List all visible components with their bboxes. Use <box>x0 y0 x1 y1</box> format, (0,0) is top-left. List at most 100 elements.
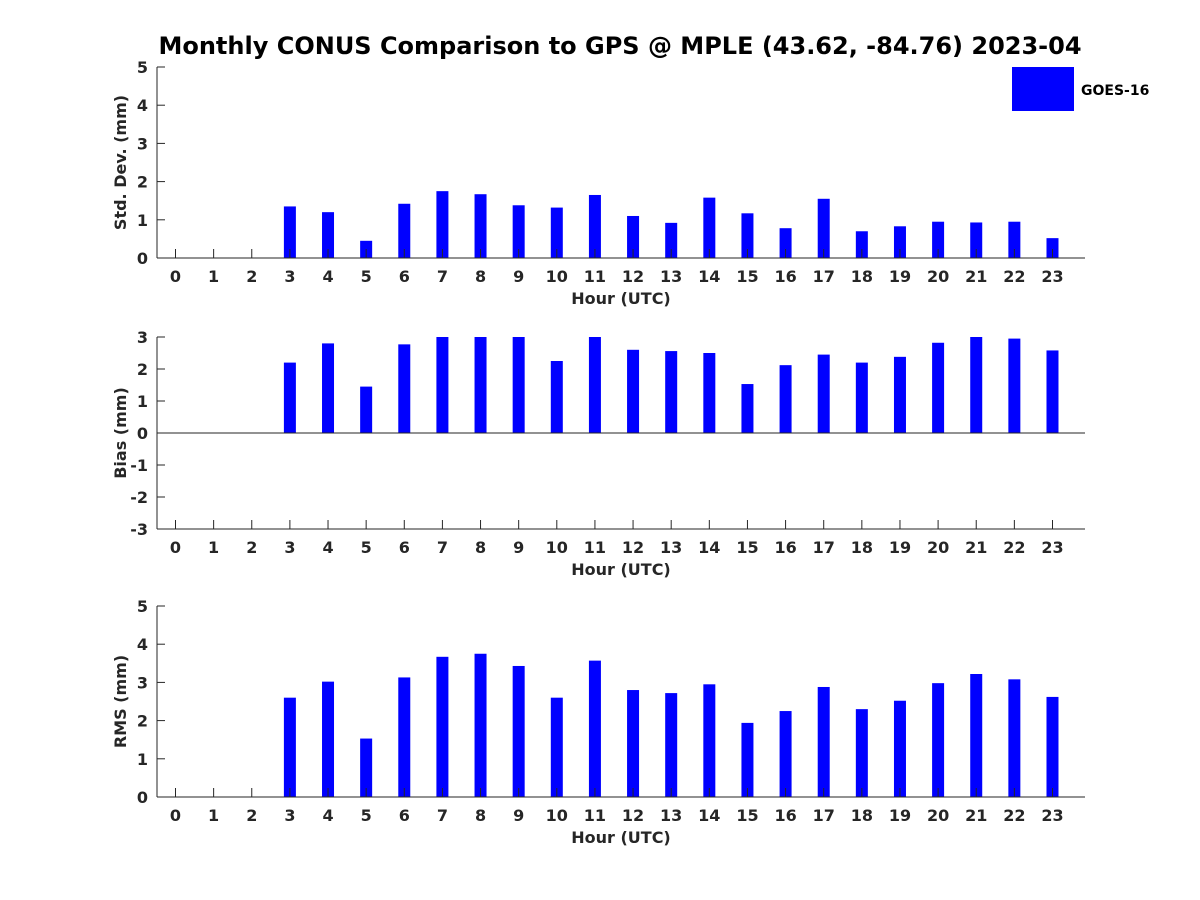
x-tick-label: 2 <box>246 806 257 825</box>
x-tick-label: 17 <box>813 267 835 286</box>
bar-hour-6 <box>398 203 411 258</box>
x-tick-label: 22 <box>1003 538 1025 557</box>
x-tick-label: 10 <box>546 806 568 825</box>
x-tick-label: 11 <box>584 267 606 286</box>
x-tick-label: 9 <box>513 267 524 286</box>
x-tick-label: 16 <box>774 806 796 825</box>
bar-hour-14 <box>703 684 716 797</box>
x-tick-label: 17 <box>813 538 835 557</box>
x-tick-label: 18 <box>851 267 873 286</box>
x-tick-label: 16 <box>774 267 796 286</box>
x-tick-label: 19 <box>889 806 911 825</box>
bar-hour-22 <box>1008 679 1021 797</box>
x-tick-label: 8 <box>475 267 486 286</box>
legend-swatch <box>1012 67 1074 111</box>
bar-hour-7 <box>436 191 449 258</box>
x-tick-label: 22 <box>1003 267 1025 286</box>
bar-hour-8 <box>474 194 487 258</box>
x-tick-label: 2 <box>246 267 257 286</box>
bar-hour-5 <box>360 386 373 433</box>
bar-hour-11 <box>588 194 601 258</box>
y-tick-label: 0 <box>137 424 148 443</box>
y-tick-label: 2 <box>137 360 148 379</box>
x-tick-label: 2 <box>246 538 257 557</box>
bar-hour-16 <box>779 711 792 797</box>
bar-hour-19 <box>893 700 906 797</box>
x-tick-label: 5 <box>361 538 372 557</box>
x-axis-label: Hour (UTC) <box>571 289 671 308</box>
y-tick-label: 1 <box>137 211 148 230</box>
x-tick-label: 1 <box>208 267 219 286</box>
x-tick-label: 12 <box>622 538 644 557</box>
bar-hour-22 <box>1008 338 1021 433</box>
bar-hour-22 <box>1008 221 1021 258</box>
x-tick-label: 10 <box>546 267 568 286</box>
bar-hour-10 <box>550 697 563 797</box>
y-tick-label: -2 <box>130 488 148 507</box>
bar-hour-23 <box>1046 350 1059 433</box>
bar-hour-16 <box>779 365 792 433</box>
bar-hour-6 <box>398 344 411 433</box>
x-tick-label: 12 <box>622 806 644 825</box>
y-tick-label: 1 <box>137 392 148 411</box>
x-tick-label: 22 <box>1003 806 1025 825</box>
bar-hour-6 <box>398 677 411 797</box>
bar-hour-8 <box>474 337 487 433</box>
bar-hour-20 <box>932 221 945 258</box>
bar-hour-19 <box>893 226 906 258</box>
chart-panel-3: 0 1 2 3 4 5 6 7 8 9 10 11 12 13 14 15 16 17 18 19 20 21 22 2301… <box>111 597 1085 847</box>
x-tick-label: 18 <box>851 806 873 825</box>
bar-hour-17 <box>817 198 830 258</box>
x-tick-label: 13 <box>660 806 682 825</box>
bar-hour-23 <box>1046 238 1059 258</box>
bar-hour-20 <box>932 342 945 433</box>
y-tick-label: -1 <box>130 456 148 475</box>
bar-hour-20 <box>932 683 945 797</box>
x-tick-label: 1 <box>208 538 219 557</box>
x-axis-label: Hour (UTC) <box>571 560 671 579</box>
x-tick-label: 10 <box>546 538 568 557</box>
bar-hour-9 <box>512 665 525 797</box>
x-tick-label: 5 <box>361 267 372 286</box>
bar-hour-8 <box>474 653 487 797</box>
x-tick-label: 8 <box>475 538 486 557</box>
x-tick-label: 9 <box>513 538 524 557</box>
y-tick-label: 0 <box>137 249 148 268</box>
bar-hour-4 <box>322 212 335 258</box>
bar-hour-17 <box>817 686 830 797</box>
y-tick-label: 3 <box>137 328 148 347</box>
y-tick-label: 2 <box>137 173 148 192</box>
y-tick-label: 5 <box>137 597 148 616</box>
bar-hour-18 <box>855 362 868 433</box>
x-tick-label: 4 <box>322 267 333 286</box>
x-tick-label: 20 <box>927 806 949 825</box>
x-tick-label: 23 <box>1041 538 1063 557</box>
bar-hour-21 <box>970 674 983 797</box>
bar-hour-3 <box>283 697 296 797</box>
bar-hour-7 <box>436 337 449 433</box>
bar-hour-15 <box>741 722 754 797</box>
x-tick-label: 6 <box>399 267 410 286</box>
x-tick-label: 11 <box>584 806 606 825</box>
x-tick-label: 16 <box>774 538 796 557</box>
x-tick-label: 9 <box>513 806 524 825</box>
bar-hour-13 <box>665 222 678 258</box>
x-tick-label: 20 <box>927 538 949 557</box>
y-tick-label: 5 <box>137 58 148 77</box>
legend-label: GOES-16 <box>1081 83 1149 99</box>
x-tick-label: 3 <box>284 538 295 557</box>
bar-hour-10 <box>550 361 563 433</box>
bar-hour-15 <box>741 213 754 258</box>
bar-hour-13 <box>665 693 678 797</box>
x-tick-label: 7 <box>437 538 448 557</box>
x-tick-label: 14 <box>698 538 720 557</box>
bar-hour-14 <box>703 197 716 258</box>
x-tick-label: 0 <box>170 538 181 557</box>
x-tick-label: 21 <box>965 267 987 286</box>
bar-hour-11 <box>588 660 601 797</box>
x-tick-label: 1 <box>208 806 219 825</box>
x-tick-label: 13 <box>660 267 682 286</box>
bar-hour-12 <box>627 690 640 797</box>
y-tick-label: 2 <box>137 712 148 731</box>
y-tick-label: 3 <box>137 673 148 692</box>
